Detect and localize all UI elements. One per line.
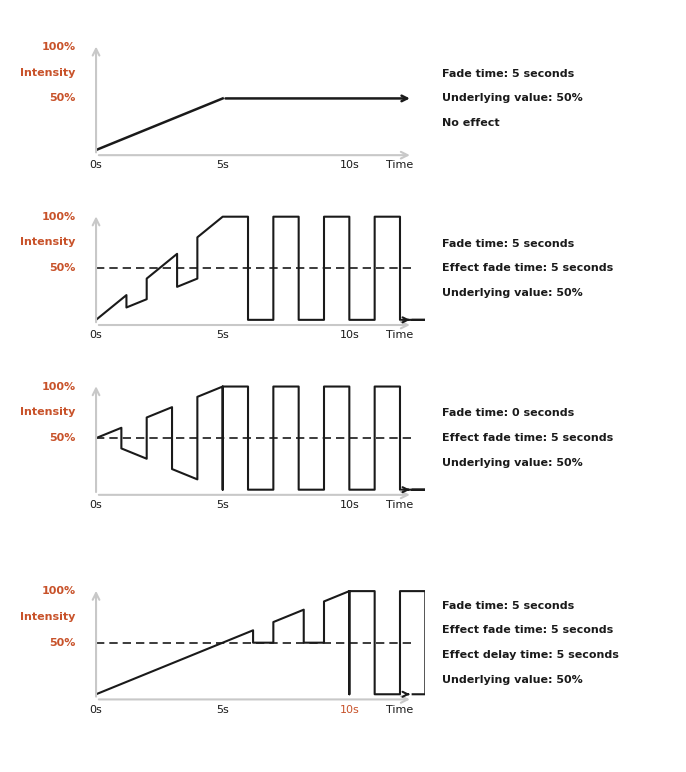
Text: Time: Time [386,705,414,715]
Text: 5s: 5s [216,330,229,340]
Text: Underlying value: 50%: Underlying value: 50% [442,288,583,298]
Text: 50%: 50% [49,433,75,443]
Text: 50%: 50% [49,93,75,103]
Text: Time: Time [386,330,414,340]
Text: No effect: No effect [442,118,500,128]
Text: 5s: 5s [216,705,229,715]
Text: Underlying value: 50%: Underlying value: 50% [442,93,583,103]
Text: 50%: 50% [49,638,75,648]
Text: Underlying value: 50%: Underlying value: 50% [442,675,583,685]
Text: Effect fade time: 5 seconds: Effect fade time: 5 seconds [442,263,614,273]
Text: 100%: 100% [42,212,75,222]
Text: Intensity: Intensity [21,68,75,78]
Text: 100%: 100% [42,586,75,596]
Text: Underlying value: 50%: Underlying value: 50% [442,458,583,468]
Text: 100%: 100% [42,381,75,391]
Text: Effect fade time: 5 seconds: Effect fade time: 5 seconds [442,433,614,443]
Text: 0s: 0s [90,330,102,340]
Text: 10s: 10s [340,161,359,171]
Text: 0s: 0s [90,500,102,510]
Text: Intensity: Intensity [21,612,75,622]
Text: Effect delay time: 5 seconds: Effect delay time: 5 seconds [442,650,619,660]
Text: Time: Time [386,500,414,510]
Text: 0s: 0s [90,705,102,715]
Text: 10s: 10s [340,705,359,715]
Text: Fade time: 0 seconds: Fade time: 0 seconds [442,408,575,418]
Text: Fade time: 5 seconds: Fade time: 5 seconds [442,601,575,611]
Text: Fade time: 5 seconds: Fade time: 5 seconds [442,69,575,79]
Text: Intensity: Intensity [21,408,75,418]
Text: Time: Time [386,161,414,171]
Text: 10s: 10s [340,330,359,340]
Text: Fade time: 5 seconds: Fade time: 5 seconds [442,239,575,249]
Text: 0s: 0s [90,161,102,171]
Text: 100%: 100% [42,42,75,52]
Text: Effect fade time: 5 seconds: Effect fade time: 5 seconds [442,625,614,635]
Text: Intensity: Intensity [21,238,75,248]
Text: 10s: 10s [340,500,359,510]
Text: 50%: 50% [49,263,75,273]
Text: 5s: 5s [216,500,229,510]
Text: 5s: 5s [216,161,229,171]
